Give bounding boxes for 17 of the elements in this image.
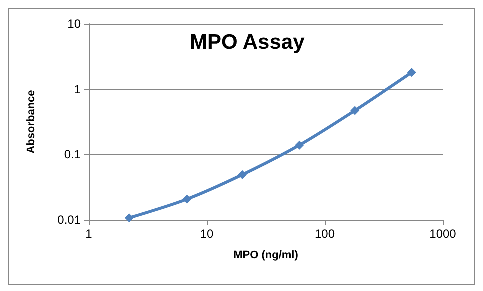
point <box>182 194 192 204</box>
x-tick-label: 1 <box>86 227 93 241</box>
y-tick-label: 10 <box>68 17 82 31</box>
x-tick-label: 1000 <box>430 227 457 241</box>
point <box>124 214 134 223</box>
x-axis-title: MPO (ng/ml) <box>234 250 299 262</box>
point <box>295 140 304 150</box>
y-tick-label: 0.1 <box>64 148 82 162</box>
chart-title: MPO Assay <box>190 31 306 54</box>
y-tick-label: 1 <box>74 82 82 96</box>
y-axis-title: Absorbance <box>26 90 38 154</box>
y-tick-label: 0.01 <box>58 213 82 227</box>
x-tick-label: 100 <box>314 227 336 241</box>
x-tick-label: 10 <box>200 227 214 241</box>
point <box>407 68 416 78</box>
point <box>238 170 248 180</box>
point <box>350 106 360 116</box>
